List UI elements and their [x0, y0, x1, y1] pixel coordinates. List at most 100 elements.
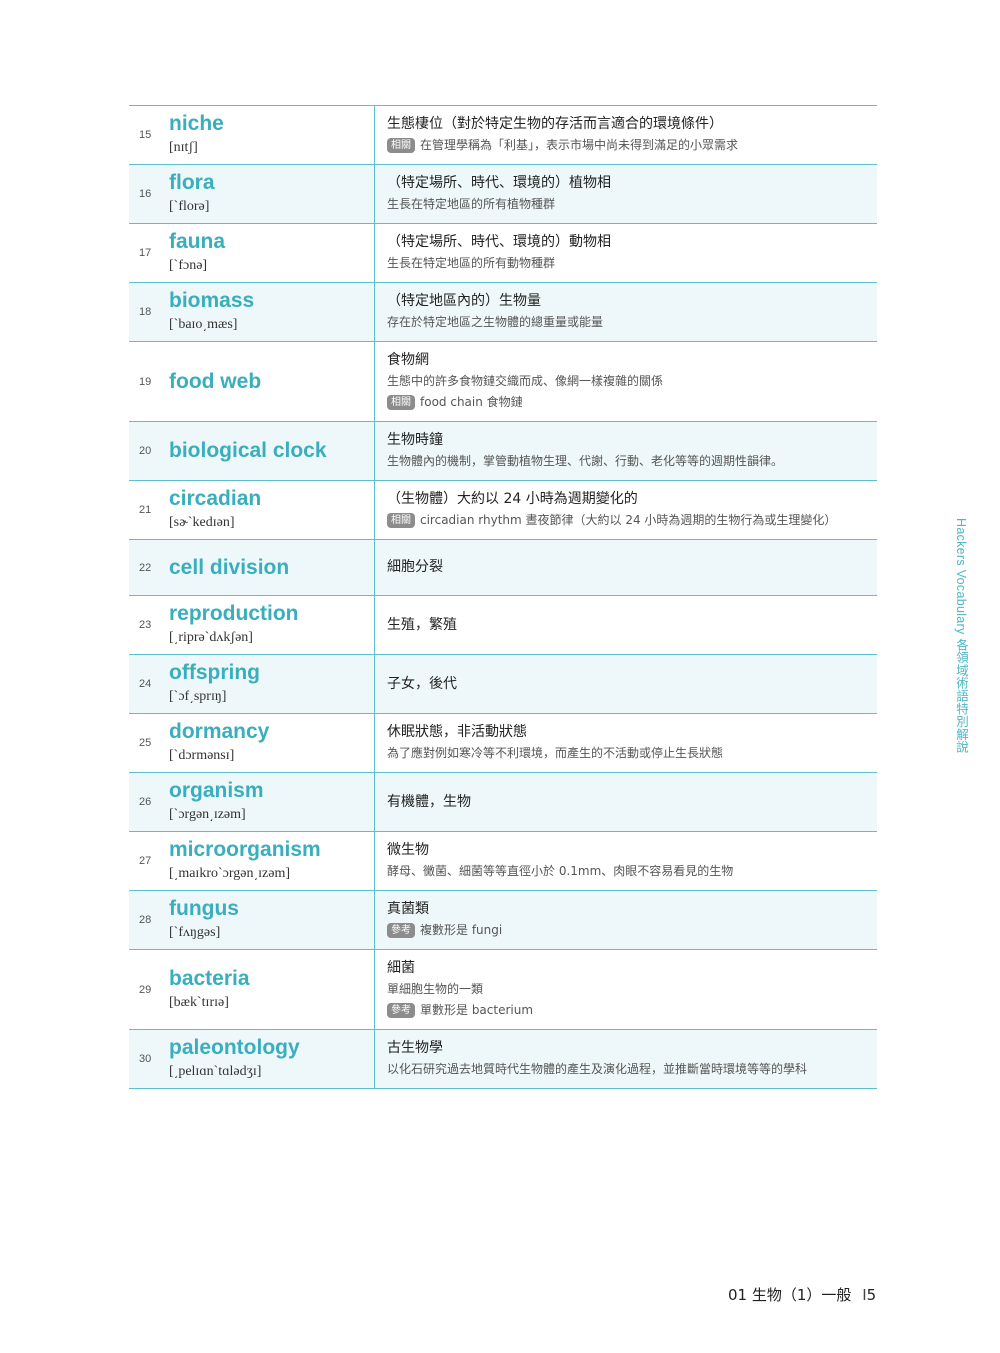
term-word: food web [169, 369, 262, 393]
definition-main: （生物體）大約以 24 小時為週期變化的 [387, 489, 865, 510]
definition-cell: 古生物學以化石研究過去地質時代生物體的產生及演化過程，並推斷當時環境等等的學科 [375, 1030, 877, 1088]
term-cell: 19 food web [129, 342, 375, 421]
entry-number: 21 [139, 504, 152, 516]
term-word: fungus [169, 897, 239, 920]
term-box: microorganism [͵maɪkro`ɔrgən͵ɪzəm] [169, 832, 321, 890]
vocab-table: 15 niche [nɪtʃ] 生態棲位（對於特定生物的存活而言適合的環境條件）… [129, 105, 877, 1089]
definition-main: 微生物 [387, 840, 865, 861]
page-footer: 01 生物（1）一般 I5 [728, 1284, 876, 1305]
term-word: cell division [169, 555, 290, 579]
vocab-row: 24 offspring [`ɔf͵sprɪŋ] 子女，後代 [129, 655, 877, 714]
entry-number: 16 [139, 188, 152, 200]
definition-main: 食物網 [387, 350, 865, 371]
definition-main: 有機體，生物 [387, 792, 865, 813]
term-word: paleontology [169, 1036, 300, 1059]
term-word: niche [169, 112, 224, 135]
term-box: fungus [`fʌŋgəs] [169, 891, 239, 949]
vocab-row: 19 food web 食物網 生態中的許多食物鏈交織而成、像網一樣複雜的關係 相關… [129, 342, 877, 422]
term-word: reproduction [169, 602, 299, 625]
vocab-row: 22 cell division 細胞分裂 [129, 540, 877, 596]
definition-note: 以化石研究過去地質時代生物體的產生及演化過程，並推斷當時環境等等的學科 [387, 1059, 865, 1080]
definition-text: 微生物 [387, 842, 429, 858]
entry-number: 26 [139, 796, 152, 808]
definition-text: 生態棲位（對於特定生物的存活而言適合的環境條件） [387, 116, 723, 132]
definition-text: 古生物學 [387, 1040, 443, 1056]
term-word: organism [169, 779, 264, 802]
note-tag-badge: 參考 [387, 923, 415, 938]
definition-cell: （生物體）大約以 24 小時為週期變化的相關 circadian rhythm 晝… [375, 481, 877, 539]
definition-text: 生長在特定地區的所有動物種群 [387, 256, 556, 270]
pronunciation: [sɚ`kedɪən] [169, 515, 235, 530]
entry-number: 29 [139, 983, 152, 996]
term-word: circadian [169, 487, 262, 510]
pronunciation: [`fʌŋgəs] [169, 925, 221, 940]
entry-number: 27 [139, 855, 152, 867]
entry-number: 28 [139, 914, 152, 926]
pronunciation: [͵pelɪɑn`tɑlədʒɪ] [169, 1064, 262, 1079]
definition-cell: 生態棲位（對於特定生物的存活而言適合的環境條件） 相關 在管理學稱為「利基」，表示市… [375, 106, 877, 164]
definition-text: circadian rhythm 晝夜節律（大約以 24 小時為週期的生物行為或… [420, 513, 837, 527]
definition-main: 古生物學 [387, 1038, 865, 1059]
vocab-row: 29 bacteria [bæk`tɪrɪə] 細菌 單細胞生物的一類 參考 單數形是… [129, 950, 877, 1030]
definition-text: 為了應對例如寒冷等不利環境，而產生的不活動或停止生長狀態 [387, 746, 724, 760]
pronunciation: [nɪtʃ] [169, 140, 198, 155]
pronunciation: [`ɔf͵sprɪŋ] [169, 689, 227, 704]
term-word: microorganism [169, 838, 321, 861]
term-word: dormancy [169, 720, 270, 743]
term-word: offspring [169, 661, 260, 684]
definition-cell: （特定場所、時代、環境的）動物相 生長在特定地區的所有動物種群 [375, 224, 877, 282]
definition-text: （特定地區內的）生物量 [387, 293, 541, 309]
definition-main: 細胞分裂 [387, 557, 865, 578]
term-box: fauna [`fɔnə] [169, 224, 225, 282]
definition-note: 單細胞生物的一類 [387, 979, 865, 1000]
term-cell: 29 bacteria [bæk`tɪrɪə] [129, 950, 375, 1029]
note-tag-badge: 參考 [387, 1003, 415, 1018]
definition-note: 存在於特定地區之生物體的總重量或能量 [387, 312, 865, 333]
term-cell: 30 paleontology [͵pelɪɑn`tɑlədʒɪ] [129, 1030, 375, 1088]
term-box: cell division [169, 550, 289, 586]
note-tag-badge: 相關 [387, 513, 415, 528]
definition-note: 生態中的許多食物鏈交織而成、像網一樣複雜的關係 [387, 371, 865, 392]
definition-note: 參考 單數形是 bacterium [387, 1000, 865, 1021]
vocab-row: 20 biological clock 生物時鐘 生物體內的機制，掌管動植物生理、… [129, 422, 877, 481]
term-word: biomass [169, 289, 255, 312]
term-word: biological clock [169, 439, 327, 462]
definition-text: 細菌 [387, 960, 415, 976]
vocab-row: 16 flora [`florə] （特定場所、時代、環境的）植物相 生長在特定地… [129, 165, 877, 224]
definition-text: 單數形是 bacterium [420, 1003, 534, 1017]
entry-number: 15 [139, 129, 152, 141]
note-tag-badge: 相關 [387, 395, 415, 410]
term-cell: 25 dormancy [`dɔrmənsɪ] [129, 714, 375, 772]
definition-cell: 食物網 生態中的許多食物鏈交織而成、像網一樣複雜的關係相關 food chain 食… [375, 342, 877, 421]
definition-note: 參考 複數形是 fungi [387, 920, 865, 941]
term-word: bacteria [169, 966, 250, 990]
entry-number: 18 [139, 306, 152, 318]
definition-text: 細胞分裂 [387, 559, 443, 575]
definition-cell: 子女，後代 [375, 655, 877, 713]
definition-cell: 生殖，繁殖 [375, 596, 877, 654]
vocab-row: 15 niche [nɪtʃ] 生態棲位（對於特定生物的存活而言適合的環境條件）… [129, 106, 877, 165]
vocab-row: 17 fauna [`fɔnə] （特定場所、時代、環境的）動物相 生長在特定地區… [129, 224, 877, 283]
entry-number: 19 [139, 375, 152, 388]
definition-text: （特定場所、時代、環境的）植物相 [387, 175, 611, 191]
definition-cell: 真菌類參考 複數形是 fungi [375, 891, 877, 949]
definition-main: （特定場所、時代、環境的）植物相 [387, 173, 865, 194]
term-cell: 22 cell division [129, 540, 375, 595]
term-cell: 28 fungus [`fʌŋgəs] [129, 891, 375, 949]
definition-text: 在管理學稱為「利基」，表示市場中尚未得到滿足的小眾需求 [420, 138, 739, 152]
definition-text: 真菌類 [387, 901, 429, 917]
definition-text: 單細胞生物的一類 [387, 982, 484, 996]
term-box: biological clock [169, 433, 327, 469]
definition-text: 複數形是 fungi [420, 923, 503, 937]
definition-text: food chain 食物鏈 [420, 395, 523, 409]
definition-note: 為了應對例如寒冷等不利環境，而產生的不活動或停止生長狀態 [387, 743, 865, 764]
term-cell: 20 biological clock [129, 422, 375, 480]
term-box: biomass [`baɪo͵mæs] [169, 283, 254, 341]
chapter-title: 01 生物（1）一般 [728, 1286, 852, 1304]
pronunciation: [`fɔnə] [169, 258, 208, 273]
definition-text: 生物體內的機制，掌管動植物生理、代謝、行動、老化等等的週期性韻律。 [387, 454, 784, 468]
definition-cell: 生物時鐘 生物體內的機制，掌管動植物生理、代謝、行動、老化等等的週期性韻律。 [375, 422, 877, 480]
definition-note: 相關 food chain 食物鏈 [387, 392, 865, 413]
definition-cell: 微生物 酵母、黴菌、細菌等等直徑小於 0.1mm、肉眼不容易看見的生物 [375, 832, 877, 890]
term-box: niche [nɪtʃ] [169, 106, 224, 164]
